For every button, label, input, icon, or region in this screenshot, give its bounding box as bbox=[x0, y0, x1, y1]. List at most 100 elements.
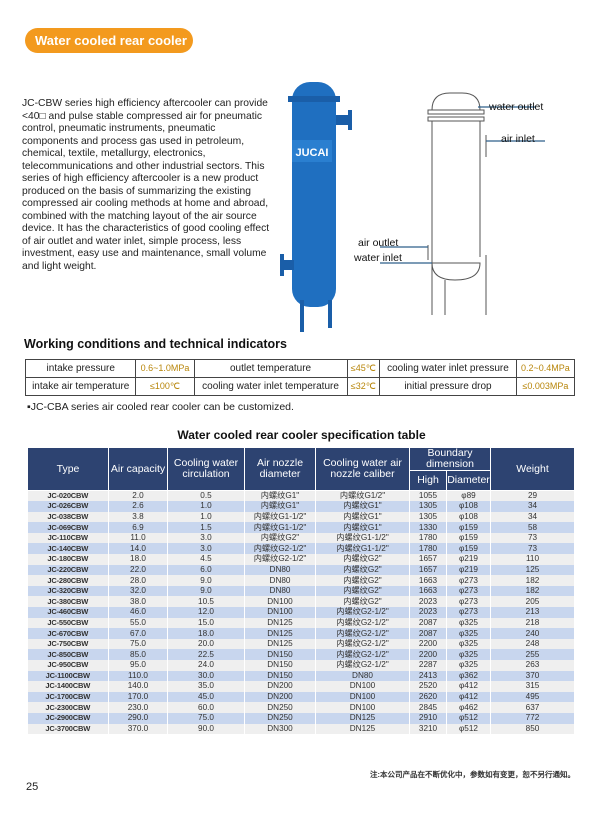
header-air-capacity: Air capacity bbox=[108, 447, 168, 491]
table-row: JC-380CBW 38.0 10.5 DN100 内螺纹G2" 2023 φ273 205 bbox=[27, 596, 575, 608]
cell-circulation: 6.0 bbox=[167, 564, 245, 576]
cell-nozzle: 内螺纹G2-1/2" bbox=[244, 554, 316, 565]
section-badge: Water cooled rear cooler bbox=[25, 28, 193, 53]
table-row: JC-280CBW 28.0 9.0 DN80 内螺纹G2" 1663 φ273 182 bbox=[27, 575, 575, 586]
cell-caliber: 内螺纹G1/2" bbox=[315, 490, 410, 502]
cell-type: JC-1100CBW bbox=[27, 670, 109, 682]
cell-air-capacity: 2.6 bbox=[108, 501, 168, 512]
cell-type: JC-140CBW bbox=[27, 543, 109, 555]
table-row: JC-1700CBW 170.0 45.0 DN200 DN100 2620 φ412 495 bbox=[27, 691, 575, 703]
cell-nozzle: DN125 bbox=[244, 617, 316, 629]
cell-type: JC-1400CBW bbox=[27, 681, 109, 692]
cell-air-capacity: 75.0 bbox=[108, 638, 168, 650]
cell-weight: 263 bbox=[490, 660, 575, 671]
header-caliber: Cooling water air nozzle caliber bbox=[315, 447, 410, 491]
cell-weight: 73 bbox=[490, 532, 575, 544]
cell-circulation: 24.0 bbox=[167, 660, 245, 671]
cell-caliber: 内螺纹G1-1/2" bbox=[315, 532, 410, 544]
cell-high: 2023 bbox=[409, 607, 447, 618]
cell-caliber: 内螺纹G2" bbox=[315, 596, 410, 608]
cell-circulation: 1.0 bbox=[167, 501, 245, 512]
cell-type: JC-380CBW bbox=[27, 596, 109, 608]
page-number: 25 bbox=[26, 781, 39, 793]
header-weight: Weight bbox=[490, 447, 575, 491]
cell-type: JC-038CBW bbox=[27, 511, 109, 523]
table-row: JC-180CBW 18.0 4.5 内螺纹G2-1/2" 内螺纹G2" 1657 φ219… bbox=[27, 554, 575, 565]
cell-weight: 29 bbox=[490, 490, 575, 502]
cell-diameter: φ273 bbox=[446, 607, 491, 618]
cell-diameter: φ89 bbox=[446, 490, 491, 502]
cell-nozzle: 内螺纹G2-1/2" bbox=[244, 543, 316, 555]
cell-high: 1780 bbox=[409, 532, 447, 544]
cell-high: 1657 bbox=[409, 554, 447, 565]
cell-nozzle: DN300 bbox=[244, 723, 316, 735]
table-row: JC-110CBW 11.0 3.0 内螺纹G2" 内螺纹G1-1/2" 1780 φ159… bbox=[27, 532, 575, 544]
value-cell: ≤45℃ bbox=[346, 359, 381, 378]
cell-diameter: φ325 bbox=[446, 638, 491, 650]
table-row: intake air temperature ≤100℃ cooling wat… bbox=[24, 377, 576, 396]
cell-high: 2087 bbox=[409, 617, 447, 629]
cell-weight: 255 bbox=[490, 649, 575, 660]
air-outlet-label: air outlet bbox=[358, 237, 399, 249]
footnote: 注:本公司产品在不断优化中，参数如有变更，恕不另行通知。 bbox=[370, 770, 575, 779]
cell-high: 2200 bbox=[409, 638, 447, 650]
cell-diameter: φ325 bbox=[446, 649, 491, 660]
cell-air-capacity: 110.0 bbox=[108, 670, 168, 682]
value-cell: 0.6~1.0MPa bbox=[135, 359, 195, 378]
cell-diameter: φ462 bbox=[446, 702, 491, 713]
cell-air-capacity: 230.0 bbox=[108, 702, 168, 713]
cell-caliber: DN125 bbox=[315, 723, 410, 735]
cell-caliber: 内螺纹G2-1/2" bbox=[315, 617, 410, 629]
air-inlet-label: air inlet bbox=[501, 133, 535, 145]
cell-diameter: φ273 bbox=[446, 575, 491, 586]
cell-air-capacity: 370.0 bbox=[108, 723, 168, 735]
cell-caliber: 内螺纹G2-1/2" bbox=[315, 638, 410, 650]
cell-air-capacity: 67.0 bbox=[108, 628, 168, 639]
cell-high: 1780 bbox=[409, 543, 447, 555]
cell-air-capacity: 95.0 bbox=[108, 660, 168, 671]
cell-nozzle: DN125 bbox=[244, 628, 316, 639]
table-row: JC-220CBW 22.0 6.0 DN80 内螺纹G2" 1657 φ219 125 bbox=[27, 564, 575, 576]
water-outlet-label: water outlet bbox=[489, 101, 544, 113]
cell-caliber: 内螺纹G2-1/2" bbox=[315, 660, 410, 671]
cell-diameter: φ159 bbox=[446, 522, 491, 533]
cell-weight: 73 bbox=[490, 543, 575, 555]
cell-weight: 213 bbox=[490, 607, 575, 618]
cell-high: 1305 bbox=[409, 501, 447, 512]
cell-type: JC-750CBW bbox=[27, 638, 109, 650]
cell-air-capacity: 14.0 bbox=[108, 543, 168, 555]
cell-nozzle: DN250 bbox=[244, 712, 316, 724]
cell-air-capacity: 11.0 bbox=[108, 532, 168, 544]
cell-nozzle: 内螺纹G1" bbox=[244, 501, 316, 512]
cell-circulation: 10.5 bbox=[167, 596, 245, 608]
cell-weight: 218 bbox=[490, 617, 575, 629]
cell-weight: 637 bbox=[490, 702, 575, 713]
table-row: JC-950CBW 95.0 24.0 DN150 内螺纹G2-1/2" 2287 φ325… bbox=[27, 660, 575, 671]
cell-weight: 772 bbox=[490, 712, 575, 724]
cell-weight: 248 bbox=[490, 638, 575, 650]
cell-circulation: 22.5 bbox=[167, 649, 245, 660]
table-row: JC-2900CBW 290.0 75.0 DN250 DN125 2910 φ512 772 bbox=[27, 712, 575, 724]
table-row: JC-750CBW 75.0 20.0 DN125 内螺纹G2-1/2" 2200 φ325… bbox=[27, 638, 575, 650]
cell-high: 1663 bbox=[409, 575, 447, 586]
cell-weight: 850 bbox=[490, 723, 575, 735]
cell-nozzle: DN125 bbox=[244, 638, 316, 650]
cell-air-capacity: 85.0 bbox=[108, 649, 168, 660]
cell-nozzle: DN80 bbox=[244, 575, 316, 586]
cell-high: 2620 bbox=[409, 691, 447, 703]
cell-circulation: 3.0 bbox=[167, 543, 245, 555]
cell-air-capacity: 2.0 bbox=[108, 490, 168, 502]
cell-high: 3210 bbox=[409, 723, 447, 735]
label-cell: outlet temperature bbox=[193, 359, 348, 378]
table-row: JC-038CBW 3.8 1.0 内螺纹G1-1/2" 内螺纹G1" 1305 φ108 3… bbox=[27, 511, 575, 523]
cell-high: 2910 bbox=[409, 712, 447, 724]
table-row: JC-850CBW 85.0 22.5 DN150 内螺纹G2-1/2" 2200 φ325… bbox=[27, 649, 575, 660]
label-cell: cooling water inlet temperature bbox=[193, 377, 348, 396]
value-cell: 0.2~0.4MPa bbox=[515, 359, 576, 378]
table-row: intake pressure 0.6~1.0MPa outlet temper… bbox=[24, 359, 576, 378]
cell-type: JC-220CBW bbox=[27, 564, 109, 576]
cell-weight: 34 bbox=[490, 511, 575, 523]
cell-circulation: 90.0 bbox=[167, 723, 245, 735]
value-cell: ≤32℃ bbox=[346, 377, 381, 396]
cell-air-capacity: 140.0 bbox=[108, 681, 168, 692]
